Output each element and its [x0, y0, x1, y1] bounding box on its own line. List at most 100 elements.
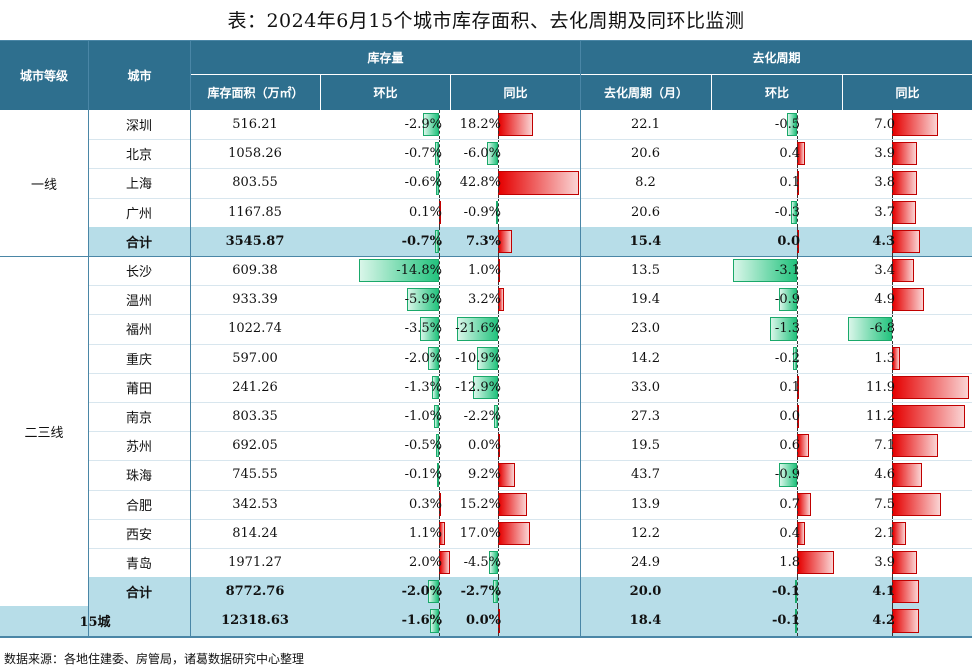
cell-city: 温州 — [88, 285, 190, 314]
zero-axis — [892, 372, 893, 402]
cell-cycle-yoy: -6.8 — [842, 314, 972, 344]
zero-axis — [439, 489, 440, 519]
table-row: 温州 933.39 -5.9% 3.2% 19.4 -0.9 4.9 — [88, 285, 972, 315]
value-cycle: 20.6 — [631, 146, 660, 162]
value-inv-yoy: 0.0% — [467, 438, 501, 454]
zero-axis — [892, 606, 893, 636]
header-cycle-yoy: 同比 — [843, 75, 972, 110]
cell-inv-yoy: -0.9% — [450, 197, 580, 227]
cell-inv: 803.35 — [190, 402, 320, 431]
cell-inv-mom: 0.3% — [320, 489, 450, 519]
value-inv: 609.38 — [232, 263, 278, 279]
city-name: 合计 — [125, 586, 152, 602]
zero-axis — [498, 168, 499, 198]
cell-cycle-mom: 0.0 — [711, 402, 842, 432]
zero-axis — [439, 518, 440, 548]
row-divider — [88, 197, 972, 199]
cell-inv-yoy: 17.0% — [450, 518, 580, 548]
value-cycle-yoy: 4.1 — [872, 584, 895, 600]
value-inv-yoy: -12.9% — [455, 379, 501, 395]
cell-inv-mom: -0.7% — [320, 139, 450, 169]
zero-axis — [439, 606, 440, 636]
value-cycle-yoy: 4.3 — [872, 233, 895, 249]
table-row: 西安 814.24 1.1% 17.0% 12.2 0.4 2.1 — [88, 518, 972, 548]
value-inv-yoy: 3.2% — [467, 292, 501, 308]
header-cycle-mom: 环比 — [712, 75, 842, 110]
cell-cycle: 19.4 — [580, 285, 711, 314]
zero-axis — [498, 197, 499, 227]
zero-axis — [439, 110, 440, 140]
value-inv-yoy: 17.0% — [459, 525, 501, 541]
value-inv: 814.24 — [232, 525, 278, 541]
zero-axis — [892, 460, 893, 490]
zero-axis — [892, 402, 893, 432]
cell-inv-mom: -3.5% — [320, 314, 450, 344]
cell-inv-yoy: 9.2% — [450, 460, 580, 490]
bar-inv-mom — [433, 405, 439, 429]
city-name: 西安 — [125, 527, 152, 543]
bar-cycle-yoy — [892, 171, 917, 195]
bar-cycle-mom — [794, 609, 797, 633]
cell-cycle-mom: -0.9 — [711, 285, 842, 315]
bar-inv-mom — [359, 259, 439, 283]
zero-axis — [797, 168, 798, 198]
cell-inv: 1022.74 — [190, 314, 320, 343]
column-divider — [580, 40, 581, 636]
value-cycle-mom: 0.0 — [777, 233, 800, 249]
bar-cycle-yoy — [847, 317, 892, 341]
bar-inv-yoy — [493, 405, 498, 429]
cell-cycle-yoy: 7.5 — [842, 489, 972, 519]
table-row: 苏州 692.05 -0.5% 0.0% 19.5 0.6 7.1 — [88, 431, 972, 461]
value-cycle: 19.5 — [631, 438, 660, 454]
zero-axis — [498, 314, 499, 344]
cell-inv: 814.24 — [190, 519, 320, 548]
cell-inv-mom: -0.5% — [320, 431, 450, 461]
cell-inv-mom: -0.6% — [320, 168, 450, 198]
bar-inv-yoy — [498, 171, 580, 195]
zero-axis — [892, 518, 893, 548]
column-divider — [190, 40, 191, 636]
cell-city: 北京 — [88, 139, 190, 168]
value-cycle-yoy: 11.2 — [866, 409, 895, 425]
cell-city: 福州 — [88, 314, 190, 343]
cell-inv-yoy: -2.7% — [450, 577, 580, 607]
value-cycle-yoy: 4.2 — [872, 613, 895, 629]
value-inv-mom: -3.5% — [404, 321, 442, 337]
cell-city: 合计 — [88, 227, 190, 256]
bar-cycle-mom — [778, 463, 797, 487]
value-inv-mom: -1.0% — [404, 409, 442, 425]
row-divider — [88, 343, 972, 345]
cell-cycle: 24.9 — [580, 548, 711, 577]
value-cycle: 18.4 — [629, 613, 662, 629]
zero-axis — [498, 372, 499, 402]
table-row: 莆田 241.26 -1.3% -12.9% 33.0 0.1 11.9 — [88, 372, 972, 402]
cell-inv-yoy: -4.5% — [450, 548, 580, 578]
cell-cycle: 27.3 — [580, 402, 711, 431]
cell-cycle: 14.2 — [580, 344, 711, 373]
value-cycle-mom: 0.4 — [779, 525, 800, 541]
value-cycle-yoy: 7.0 — [874, 117, 895, 133]
city-name: 温州 — [125, 294, 152, 310]
zero-axis — [797, 518, 798, 548]
bar-cycle-yoy — [892, 142, 918, 166]
value-cycle: 27.3 — [631, 409, 660, 425]
cell-inv-mom: -2.9% — [320, 110, 450, 140]
tier-label: 一线 — [30, 177, 57, 193]
cell-inv-mom: -14.8% — [320, 256, 450, 286]
value-inv-mom: -1.3% — [404, 379, 442, 395]
bar-cycle-mom — [770, 317, 797, 341]
cell-cycle: 13.5 — [580, 256, 711, 285]
cell-city: 深圳 — [88, 110, 190, 139]
zero-axis — [439, 314, 440, 344]
value-cycle-yoy: 3.9 — [874, 555, 895, 571]
value-cycle: 43.7 — [631, 467, 660, 483]
header-inv-mom: 环比 — [321, 75, 450, 110]
row-divider — [88, 431, 972, 433]
bar-inv-yoy — [473, 375, 498, 399]
value-inv-mom: -2.9% — [404, 117, 442, 133]
bar-inv-mom — [436, 434, 439, 458]
zero-axis — [439, 226, 440, 256]
zero-axis — [892, 489, 893, 519]
cell-cycle: 20.6 — [580, 139, 711, 168]
cell-cycle: 12.2 — [580, 519, 711, 548]
